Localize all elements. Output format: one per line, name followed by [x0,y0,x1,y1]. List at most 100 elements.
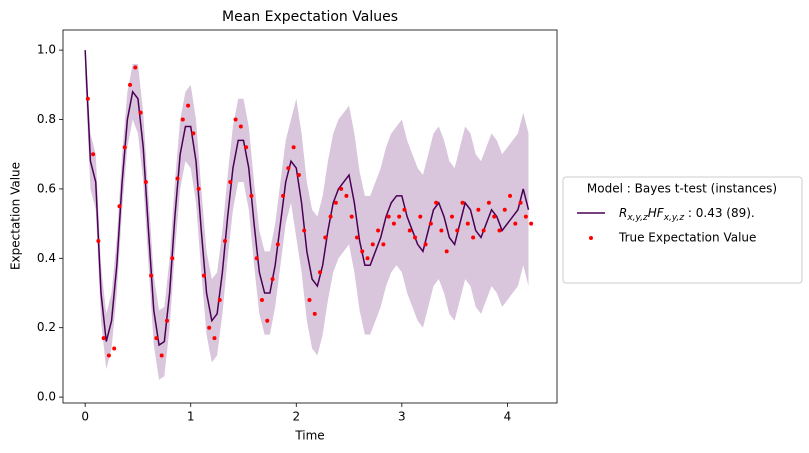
scatter-point [196,186,201,191]
scatter-point [518,200,523,205]
scatter-point [349,214,354,219]
scatter-point [523,214,528,219]
x-tick-label: 0 [81,410,89,424]
scatter-point [328,214,333,219]
legend-label: Rx,y,zHFx,y,z : 0.43 (89). [619,206,755,223]
scatter-point [486,200,491,205]
scatter-point [481,228,486,233]
scatter-point [370,242,375,247]
scatter-point [513,221,518,226]
scatter-point [439,228,444,233]
scatter-point [244,145,249,150]
y-axis-label: Expectation Value [9,162,23,270]
scatter-point [529,221,534,226]
scatter-point [460,200,465,205]
scatter-point [223,238,228,243]
y-tick-label: 0.4 [37,251,56,265]
scatter-point [106,353,111,358]
y-tick-label: 1.0 [37,43,56,57]
scatter-point [476,207,481,212]
scatter-point [376,228,381,233]
scatter-point [497,228,502,233]
x-axis-label: Time [294,429,324,443]
scatter-point [91,152,96,157]
mean-line [84,50,530,347]
scatter-point [138,110,143,115]
scatter-point [312,311,317,316]
scatter-point [381,242,386,247]
legend-scatter-swatch [589,236,593,240]
scatter-point [407,228,412,233]
x-tick-label: 3 [398,410,406,424]
scatter-point [201,273,206,278]
scatter-point [159,353,164,358]
scatter-point [302,228,307,233]
scatter-point [402,207,407,212]
scatter-point [101,336,106,341]
scatter-point [508,193,513,198]
scatter-point [391,221,396,226]
scatter-point [254,256,259,261]
scatter-point [228,179,233,184]
scatter-point [296,173,301,178]
chart-title: Mean Expectation Values [222,9,398,25]
scatter-point [344,193,349,198]
scatter-point [281,193,286,198]
y-tick-label: 0.8 [37,112,56,126]
scatter-point [149,273,154,278]
scatter-point [122,145,127,150]
scatter-point [397,214,402,219]
x-tick-label: 1 [187,410,195,424]
scatter-point [212,336,217,341]
scatter-point [449,214,454,219]
scatter-point [164,318,169,323]
y-tick-label: 0.6 [37,181,56,195]
scatter-point [191,131,196,136]
scatter-point [428,221,433,226]
scatter-point [270,277,275,282]
scatter-point [423,242,428,247]
scatter-point [365,256,370,261]
scatter-point [455,228,460,233]
x-tick-label: 4 [504,410,512,424]
scatter-point [434,200,439,205]
scatter-point [133,65,138,70]
scatter-point [217,297,222,302]
y-tick-label: 0.0 [37,390,56,404]
scatter-point [85,96,90,101]
scatter-point [128,82,133,87]
scatter-point [339,186,344,191]
scatter-point [386,214,391,219]
scatter-point [180,117,185,122]
scatter-point [249,193,254,198]
y-tick-label: 0.2 [37,320,56,334]
x-tick-label: 2 [292,410,300,424]
plot-frame [62,29,558,404]
scatter-point [233,117,238,122]
scatter-point [333,200,338,205]
scatter-point [275,242,280,247]
scatter-point [465,221,470,226]
scatter-point [354,235,359,240]
scatter-point [170,256,175,261]
legend-label: True Expectation Value [618,231,756,245]
scatter-point [207,325,212,330]
scatter-point [117,204,122,209]
scatter-point [502,207,507,212]
scatter-point [307,297,312,302]
scatter-point [96,238,101,243]
scatter-point [154,336,159,341]
scatter-point [444,249,449,254]
scatter-point [413,235,418,240]
scatter-point [418,214,423,219]
scatter-point [112,346,117,351]
scatter-point [259,297,264,302]
scatter-point [471,235,476,240]
confidence-band [85,50,529,380]
scatter-point [143,179,148,184]
scatter-point [291,145,296,150]
scatter-point [175,176,180,181]
legend-box [562,176,803,284]
scatter-point [492,214,497,219]
